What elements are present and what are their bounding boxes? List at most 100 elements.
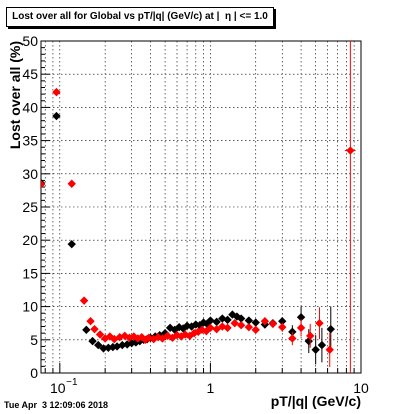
data-point [95,330,105,339]
data-marker [244,322,254,332]
y-tick-label: 50 [22,33,38,49]
data-marker [165,323,175,333]
data-point [206,316,215,325]
x-axis-ticks [44,363,362,373]
data-point [268,319,278,329]
data-marker [278,317,287,326]
data-point [296,319,306,337]
data-point [212,317,221,327]
data-marker [223,315,232,325]
series-2 [41,41,356,373]
data-point [223,315,232,325]
data-marker [206,323,215,333]
x-axis-title: pT/|q| (GeV/c) [271,393,361,409]
y-tick-label: 10 [22,299,38,315]
data-marker [251,325,260,335]
data-marker [306,331,315,341]
y-tick-label: 25 [22,199,38,215]
chart-title: Lost over all for Global vs pT/|q| (GeV/… [12,11,268,22]
y-tick-label: 30 [22,166,38,182]
data-marker [236,314,246,323]
y-tick-label: 15 [22,265,38,281]
x-tick-label: 10 [50,380,66,396]
data-marker [52,111,61,121]
x-tick-label-exponent: −1 [66,377,78,388]
data-point [244,316,254,325]
x-tick-label: 1 [207,380,215,396]
y-axis-ticks [41,40,50,374]
data-point [251,318,260,327]
y-tick-label: 20 [22,232,38,248]
data-point [185,331,195,341]
data-point [104,343,113,352]
data-marker [206,316,215,325]
data-marker [296,313,306,322]
x-tick-label: 10 [353,380,369,396]
data-point [315,307,324,340]
data-point [326,306,335,352]
data-point [325,332,334,368]
data-marker [251,318,260,327]
data-marker [326,324,335,334]
data-point [260,317,270,326]
data-point [251,325,260,335]
data-point [304,329,313,354]
series-1 [41,111,335,365]
data-marker [315,319,324,328]
data-point [223,323,232,333]
data-marker [41,180,46,189]
data-marker [236,320,246,330]
data-point [41,180,46,189]
data-marker [288,334,297,343]
y-tick-label: 45 [22,66,38,82]
data-marker [325,345,334,354]
data-marker [223,323,232,333]
y-axis-title: Lost over all (%) [7,41,23,149]
y-tick-label: 35 [22,133,38,149]
data-marker [67,179,76,188]
data-point [236,320,246,330]
data-point [82,325,91,335]
data-point [317,327,327,363]
data-point [306,323,315,348]
data-marker [88,336,97,346]
data-marker [67,239,76,249]
data-point [52,87,61,97]
data-point [244,322,254,332]
data-marker [90,324,99,334]
data-marker [52,87,61,97]
data-marker [317,340,327,350]
data-point [344,41,356,373]
data-point [86,317,95,326]
data-marker [94,340,103,350]
data-point [311,335,320,365]
y-tick-label: 0 [30,365,38,381]
data-marker [311,345,320,354]
data-point [94,340,103,350]
data-marker [244,316,254,325]
data-point [236,314,246,323]
data-marker [95,330,105,339]
y-tick-label: 40 [22,99,38,115]
data-marker [82,325,91,335]
data-marker [268,319,278,329]
data-point [278,322,287,332]
data-marker [86,317,95,326]
data-point [67,239,76,249]
data-point [288,331,297,346]
data-point [79,296,89,305]
data-point [52,111,61,121]
data-point [88,336,97,346]
data-marker [346,146,355,155]
data-marker [79,296,89,305]
data-marker [278,322,287,332]
data-marker [296,323,306,333]
data-point [206,323,215,333]
data-point [90,324,99,334]
y-tick-label: 5 [30,332,38,348]
timestamp: Tue Apr 3 12:09:06 2018 [4,400,109,410]
data-marker [185,331,195,341]
data-point [165,323,175,333]
data-marker [212,317,221,327]
